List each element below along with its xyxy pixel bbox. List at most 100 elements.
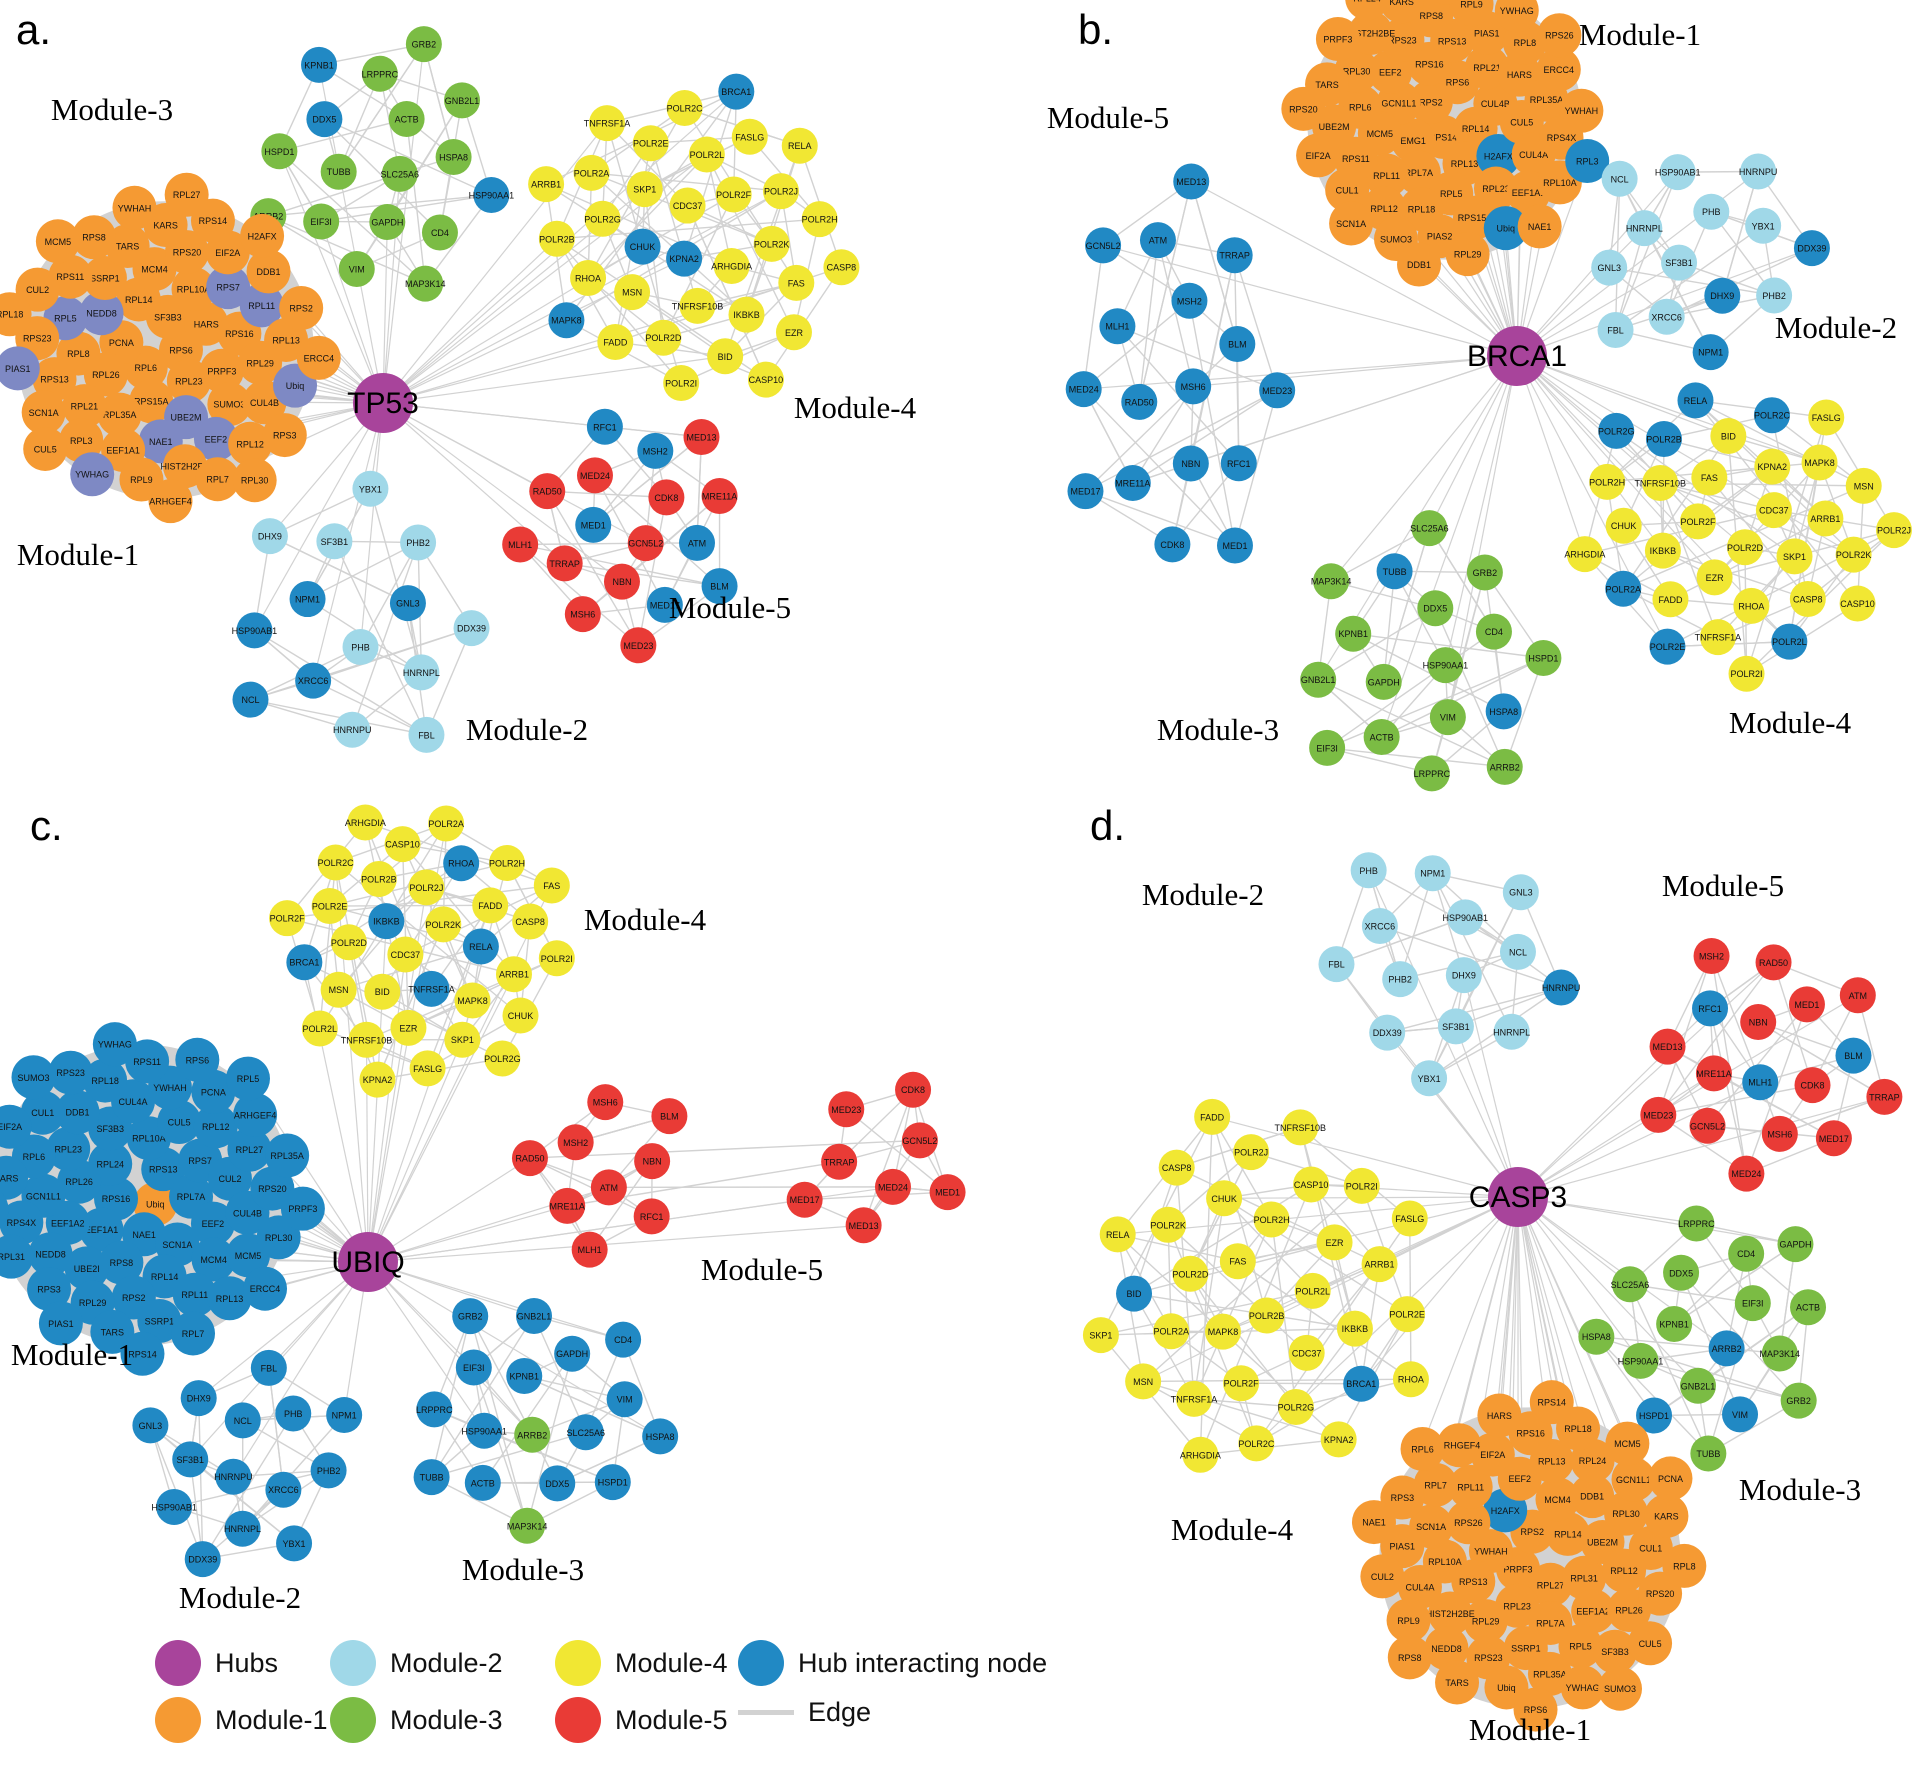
node-RAD50[interactable] [511, 1140, 548, 1177]
node-SCN1A[interactable] [1329, 201, 1374, 246]
node-FADD[interactable] [1652, 581, 1689, 618]
node-DDX5[interactable] [306, 101, 343, 138]
node-HARS[interactable] [1477, 1393, 1522, 1438]
node-SLC25A6[interactable] [567, 1414, 604, 1451]
node-DDX39[interactable] [453, 610, 490, 647]
node-SKP1[interactable] [1776, 538, 1813, 575]
node-CASP10[interactable] [1839, 585, 1876, 622]
node-MSH2[interactable] [637, 432, 674, 469]
node-MAPK8[interactable] [1801, 444, 1838, 481]
node-MAP3K14[interactable] [509, 1507, 546, 1544]
node-EIF2A[interactable] [0, 1104, 32, 1149]
node-RFC1[interactable] [633, 1198, 670, 1235]
node-TRRAP[interactable] [1216, 237, 1253, 274]
node-RPL14[interactable] [1545, 1511, 1590, 1556]
node-TNFRSF10B[interactable] [348, 1021, 385, 1058]
node-POLR2E[interactable] [1389, 1296, 1426, 1333]
node-PHB2[interactable] [400, 524, 437, 561]
node-HSP90AB1[interactable] [1447, 899, 1484, 936]
node-MSH6[interactable] [587, 1084, 624, 1121]
node-PRPF3[interactable] [1315, 17, 1360, 62]
node-MAP3K14[interactable] [1313, 563, 1350, 600]
node-POLR2G[interactable] [1598, 412, 1635, 449]
node-RAD50[interactable] [529, 473, 566, 510]
node-BLM[interactable] [1219, 326, 1256, 363]
node-RPS14[interactable] [120, 1331, 165, 1376]
node-FASLG[interactable] [1808, 399, 1845, 436]
node-POLR2G[interactable] [1277, 1388, 1314, 1425]
node-NAE1[interactable] [1351, 1500, 1396, 1545]
node-SF3B1[interactable] [1437, 1008, 1474, 1045]
node-MED23[interactable] [1259, 372, 1296, 409]
node-LRPPRC[interactable] [1678, 1205, 1715, 1242]
node-ACTB[interactable] [464, 1464, 501, 1501]
node-VIM[interactable] [1722, 1396, 1759, 1433]
node-POLR2L[interactable] [1771, 623, 1808, 660]
node-CHUK[interactable] [1605, 507, 1642, 544]
node-MSN[interactable] [1845, 467, 1882, 504]
node-BRCA1[interactable] [286, 944, 323, 981]
node-RPL11[interactable] [1448, 1464, 1493, 1509]
node-RPL7[interactable] [1413, 1462, 1458, 1507]
node-BLM[interactable] [701, 568, 738, 605]
node-MED24[interactable] [874, 1168, 911, 1205]
node-BLM[interactable] [651, 1098, 688, 1135]
node-POLR2D[interactable] [1172, 1255, 1209, 1292]
node-FASLG[interactable] [1391, 1200, 1428, 1237]
node-DDX39[interactable] [1369, 1014, 1406, 1051]
node-RPS11[interactable] [125, 1039, 170, 1084]
node-PHB[interactable] [342, 629, 379, 666]
node-MSH6[interactable] [1175, 368, 1212, 405]
node-HSPA8[interactable] [435, 138, 472, 175]
node-SUMO3[interactable] [207, 382, 252, 427]
node-RPS20[interactable] [1281, 86, 1326, 131]
node-SLC25A6[interactable] [1411, 510, 1448, 547]
node-RELA[interactable] [1677, 382, 1714, 419]
node-CD4[interactable] [605, 1321, 642, 1358]
node-TUBB[interactable] [413, 1459, 450, 1496]
node-DHX9[interactable] [180, 1380, 217, 1417]
node-GNL3[interactable] [1502, 874, 1539, 911]
node-EIF3I[interactable] [455, 1349, 492, 1386]
node-EIF2A[interactable] [1296, 133, 1341, 178]
node-EZR[interactable] [1316, 1224, 1353, 1261]
node-CDC37[interactable] [1755, 492, 1792, 529]
node-KPNA2[interactable] [1320, 1421, 1357, 1458]
node-GNB2L1[interactable] [1679, 1367, 1716, 1404]
node-DDB1[interactable] [246, 249, 291, 294]
node-RPL9[interactable] [1386, 1598, 1431, 1643]
node-MRE11A[interactable] [1114, 465, 1151, 502]
node-EIF2A[interactable] [1470, 1432, 1515, 1477]
node-CASP8[interactable] [512, 903, 549, 940]
node-KARS[interactable] [1379, 0, 1424, 24]
node-DHX9[interactable] [251, 518, 288, 555]
node-RPL35A[interactable] [265, 1133, 310, 1178]
node-ACTB[interactable] [1790, 1289, 1827, 1326]
node-CDK8[interactable] [1154, 526, 1191, 563]
node-POLR2J[interactable] [1875, 512, 1912, 549]
node-UBE2I[interactable] [64, 1246, 109, 1291]
node-RPL31[interactable] [1562, 1555, 1607, 1600]
node-EIF3I[interactable] [1734, 1285, 1771, 1322]
node-POLR2L[interactable] [688, 136, 725, 173]
node-RPL3[interactable] [1565, 139, 1610, 184]
node-GNL3[interactable] [389, 585, 426, 622]
node-EEF1A2[interactable] [1571, 1589, 1616, 1634]
node-HNRNPU[interactable] [1740, 153, 1777, 190]
node-HSP90AA1[interactable] [473, 177, 510, 214]
node-TNFRSF10B[interactable] [1282, 1109, 1319, 1146]
node-RELA[interactable] [1099, 1216, 1136, 1253]
node-GRB2[interactable] [1780, 1382, 1817, 1419]
node-RPS26[interactable] [1537, 13, 1582, 58]
node-RPS26[interactable] [1446, 1500, 1491, 1545]
node-PIAS1[interactable] [0, 346, 40, 391]
node-RPS4X[interactable] [0, 1200, 44, 1245]
node-TRRAP[interactable] [546, 545, 583, 582]
node-YBX1[interactable] [1411, 1060, 1448, 1097]
node-MED17[interactable] [646, 586, 683, 623]
node-POLR2A[interactable] [428, 805, 465, 842]
node-NPM1[interactable] [1692, 334, 1729, 371]
node-EEF2[interactable] [193, 416, 238, 461]
node-Ubiq[interactable] [1483, 206, 1528, 251]
node-TNFRSF1A[interactable] [589, 105, 626, 142]
